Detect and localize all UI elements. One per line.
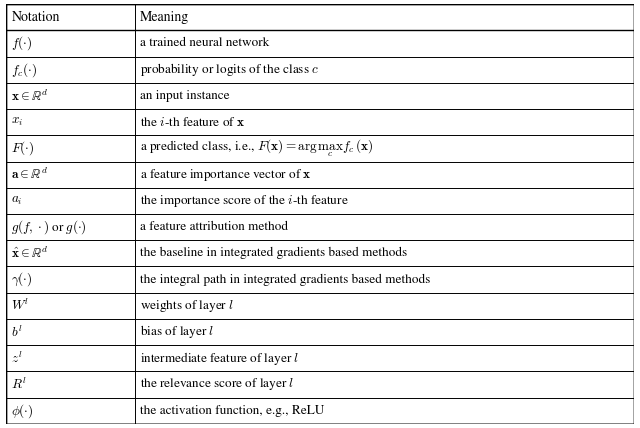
Text: $R^l$: $R^l$ bbox=[12, 377, 28, 392]
Text: an input instance: an input instance bbox=[140, 90, 230, 102]
Text: $W^l$: $W^l$ bbox=[12, 298, 29, 313]
Text: a trained neural network: a trained neural network bbox=[140, 38, 269, 50]
Text: $f_c(\cdot)$: $f_c(\cdot)$ bbox=[12, 61, 37, 79]
Text: weights of layer $l$: weights of layer $l$ bbox=[140, 298, 234, 314]
Text: $g(f, \cdot)$ or $g(\cdot)$: $g(f, \cdot)$ or $g(\cdot)$ bbox=[12, 218, 87, 236]
Text: intermediate feature of layer $l$: intermediate feature of layer $l$ bbox=[140, 350, 300, 367]
Text: $f(\cdot)$: $f(\cdot)$ bbox=[12, 35, 33, 53]
Text: a feature importance vector of $\mathbf{x}$: a feature importance vector of $\mathbf{… bbox=[140, 166, 312, 183]
Text: Notation: Notation bbox=[12, 11, 60, 24]
Text: the importance score of the $i$-th feature: the importance score of the $i$-th featu… bbox=[140, 193, 349, 209]
Text: probability or logits of the class $c$: probability or logits of the class $c$ bbox=[140, 61, 319, 78]
Text: the integral path in integrated gradients based methods: the integral path in integrated gradient… bbox=[140, 273, 430, 285]
Text: $\mathbf{x} \in \mathbb{R}^d$: $\mathbf{x} \in \mathbb{R}^d$ bbox=[12, 88, 49, 104]
Text: $z^l$: $z^l$ bbox=[12, 351, 23, 366]
Text: the baseline in integrated gradients based methods: the baseline in integrated gradients bas… bbox=[140, 247, 407, 259]
Text: $x_i$: $x_i$ bbox=[12, 116, 24, 128]
Text: $a_i$: $a_i$ bbox=[12, 195, 23, 207]
Text: $\mathbf{a} \in \mathbb{R}^d$: $\mathbf{a} \in \mathbb{R}^d$ bbox=[12, 167, 49, 182]
Text: the $i$-th feature of $\mathbf{x}$: the $i$-th feature of $\mathbf{x}$ bbox=[140, 116, 245, 129]
Text: bias of layer $l$: bias of layer $l$ bbox=[140, 324, 214, 340]
Text: Meaning: Meaning bbox=[140, 11, 189, 24]
Text: $b^l$: $b^l$ bbox=[12, 324, 23, 340]
Text: $\gamma(\cdot)$: $\gamma(\cdot)$ bbox=[12, 270, 33, 288]
Text: $\phi(\cdot)$: $\phi(\cdot)$ bbox=[12, 402, 34, 419]
Text: the relevance score of layer $l$: the relevance score of layer $l$ bbox=[140, 376, 294, 392]
Text: the activation function, e.g., ReLU: the activation function, e.g., ReLU bbox=[140, 404, 324, 416]
Text: a predicted class, i.e., $F(\mathbf{x}) = \arg\max_c f_c(\mathbf{x})$: a predicted class, i.e., $F(\mathbf{x}) … bbox=[140, 138, 374, 159]
Text: $\hat{\mathbf{x}} \in \mathbb{R}^d$: $\hat{\mathbf{x}} \in \mathbb{R}^d$ bbox=[12, 246, 49, 261]
Text: a feature attribution method: a feature attribution method bbox=[140, 221, 288, 233]
Text: $F(\cdot)$: $F(\cdot)$ bbox=[12, 140, 35, 158]
